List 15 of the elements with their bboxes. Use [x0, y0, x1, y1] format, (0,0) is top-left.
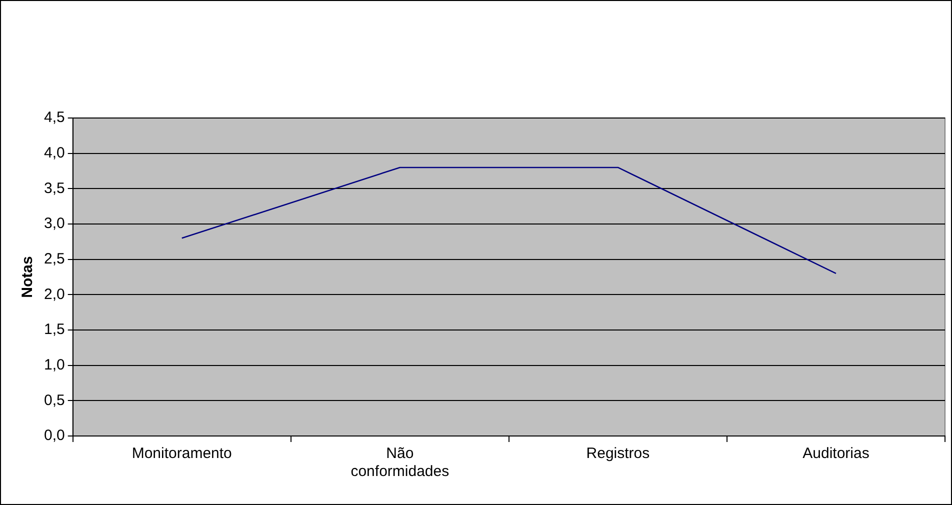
x-tick-label: Registros — [586, 445, 650, 462]
x-tick-label: Auditorias — [802, 445, 870, 462]
y-tick-label: 1,5 — [44, 321, 65, 338]
y-tick-label: 0,0 — [44, 427, 65, 444]
y-tick-label: 1,0 — [44, 356, 65, 374]
y-tick-label: 0,5 — [44, 392, 65, 409]
y-tick-label: 3,0 — [44, 215, 65, 232]
x-tick-label: Não conformidades — [350, 445, 450, 480]
y-tick-label: 2,0 — [44, 286, 65, 303]
y-tick-label: 2,5 — [44, 250, 65, 268]
x-tick-label: Monitoramento — [132, 445, 232, 462]
y-tick-label: 4,0 — [44, 144, 65, 162]
y-axis-title: Notas — [19, 256, 36, 298]
y-tick-label: 4,5 — [44, 109, 65, 126]
y-tick-label: 3,5 — [44, 180, 65, 197]
